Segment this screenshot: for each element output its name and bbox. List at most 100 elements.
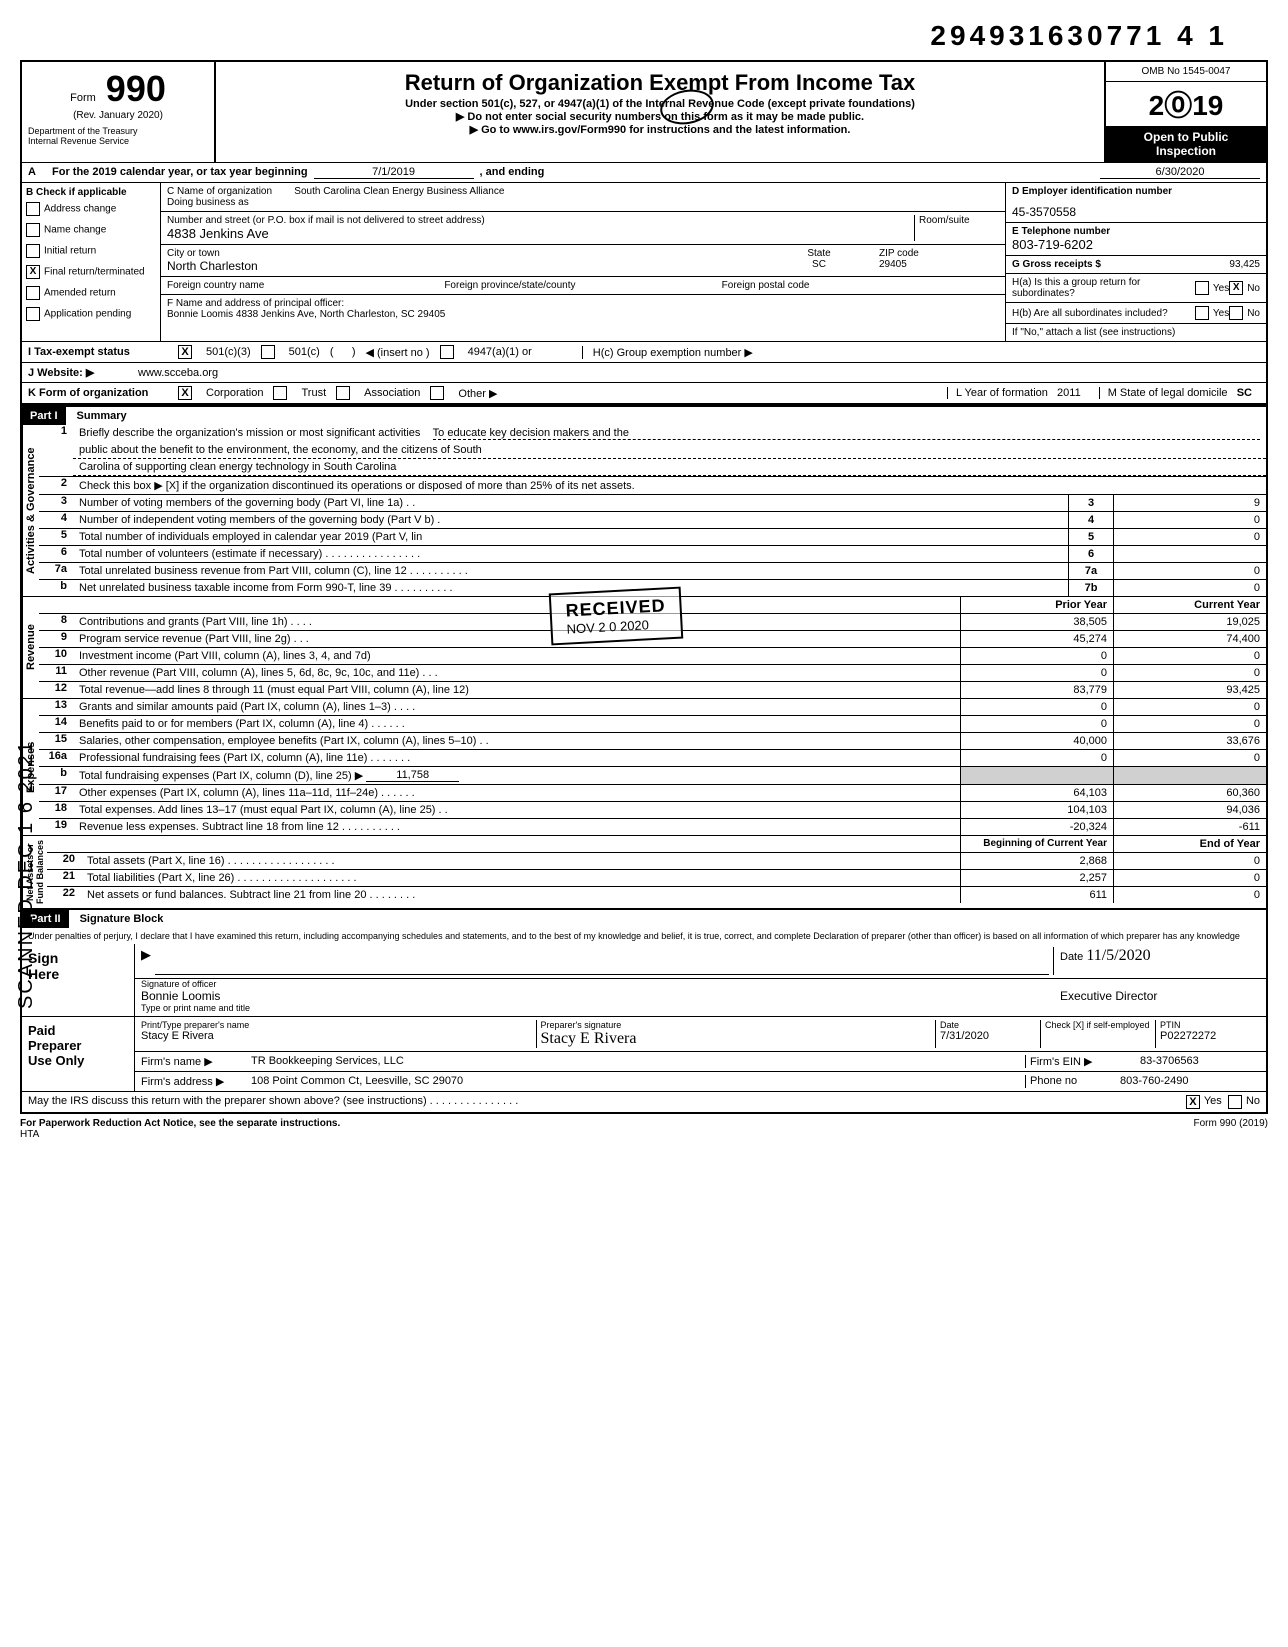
hb-note: If "No," attach a list (see instructions… [1006, 324, 1266, 341]
part-2-header-row: Part II Signature Block [20, 910, 1268, 928]
ptin-value: P02272272 [1160, 1030, 1260, 1042]
website-value: www.scceba.org [138, 367, 218, 379]
mission-value: To educate key decision makers and the [433, 427, 1260, 440]
trust-checkbox[interactable] [273, 386, 287, 400]
omb-number: OMB No 1545-0047 [1106, 62, 1266, 82]
revenue-line-12: 12Total revenue—add lines 8 through 11 (… [39, 682, 1266, 698]
mission-cont2: Carolina of supporting clean energy tech… [73, 459, 1266, 476]
form-label: Form [70, 92, 96, 104]
firm-phone-label: Phone no [1025, 1075, 1120, 1088]
discuss-yes: Yes [1204, 1095, 1222, 1109]
dba-label: Doing business as [167, 197, 999, 208]
officer-name-value: Bonnie Loomis [141, 989, 220, 1003]
expense-line-19: 19Revenue less expenses. Subtract line 1… [39, 819, 1266, 835]
phone-label: E Telephone number [1012, 226, 1260, 237]
checkbox-final-return[interactable]: XFinal return/terminated [26, 265, 156, 279]
netassets-line-22: 22Net assets or fund balances. Subtract … [47, 887, 1266, 903]
mission-cont1: public about the benefit to the environm… [73, 442, 1266, 459]
ha-yes-checkbox[interactable] [1195, 281, 1209, 295]
part-1-header-row: Part I Summary [20, 405, 1268, 425]
org-name: South Carolina Clean Energy Business All… [294, 186, 504, 197]
assoc-checkbox[interactable] [336, 386, 350, 400]
preparer-date-label: Date [940, 1020, 1040, 1030]
page-footer: For Paperwork Reduction Act Notice, see … [20, 1114, 1268, 1144]
discuss-yes-checkbox[interactable]: X [1186, 1095, 1200, 1109]
part-1-title: Summary [74, 407, 130, 425]
org-name-label: C Name of organization [167, 186, 272, 197]
501c3-checkbox[interactable]: X [178, 345, 192, 359]
zip-label: ZIP code [879, 248, 999, 259]
checkbox-amended[interactable]: Amended return [26, 286, 156, 300]
phone-value: 803-719-6202 [1012, 237, 1260, 252]
year-formation-value: 2011 [1057, 387, 1081, 399]
officer-label: F Name and address of principal officer: [167, 298, 999, 309]
checkbox-app-pending[interactable]: Application pending [26, 307, 156, 321]
room-label: Room/suite [914, 215, 999, 241]
preparer-date-value: 7/31/2020 [940, 1030, 1040, 1042]
summary-line-6: 6Total number of volunteers (estimate if… [39, 546, 1266, 563]
street-label: Number and street (or P.O. box if mail i… [167, 215, 914, 226]
zip-value: 29405 [879, 259, 999, 270]
firm-ein-label: Firm's EIN ▶ [1025, 1055, 1140, 1068]
hb-yes-checkbox[interactable] [1195, 306, 1209, 320]
revision-date: (Rev. January 2020) [28, 110, 208, 121]
firm-ein-value: 83-3706563 [1140, 1055, 1260, 1068]
row-a-tax-year: A For the 2019 calendar year, or tax yea… [20, 162, 1268, 183]
paid-preparer-label: Paid Preparer Use Only [22, 1017, 135, 1091]
gross-label: G Gross receipts $ [1012, 259, 1101, 270]
expense-line-15: 15Salaries, other compensation, employee… [39, 733, 1266, 750]
preparer-name-value: Stacy E Rivera [141, 1030, 536, 1042]
current-year-header: Current Year [1113, 597, 1266, 613]
form-header: Form 990 (Rev. January 2020) Department … [20, 60, 1268, 162]
discuss-no-checkbox[interactable] [1228, 1095, 1242, 1109]
firm-name-value: TR Bookkeeping Services, LLC [251, 1055, 1025, 1068]
end-year-header: End of Year [1113, 836, 1266, 852]
row-k-form-org: K Form of organization XCorporation Trus… [20, 383, 1268, 405]
foreign-postal-label: Foreign postal code [722, 280, 999, 291]
received-stamp: RECEIVED NOV 2 0 2020 [549, 587, 684, 646]
col-c-org-info: C Name of organization South Carolina Cl… [161, 183, 1005, 341]
checkbox-address-change[interactable]: Address change [26, 202, 156, 216]
corp-checkbox[interactable]: X [178, 386, 192, 400]
beginning-year-header: Beginning of Current Year [960, 836, 1113, 852]
form-title: Return of Organization Exempt From Incom… [222, 70, 1098, 96]
checkbox-name-change[interactable]: Name change [26, 223, 156, 237]
row-i-tax-exempt: I Tax-exempt status X501(c)(3) 501(c) ( … [20, 342, 1268, 363]
expense-line-18: 18Total expenses. Add lines 13–17 (must … [39, 802, 1266, 819]
revenue-side-label: Revenue [22, 597, 39, 698]
officer-title-label: Type or print name and title [141, 1003, 250, 1013]
state-value: SC [759, 259, 879, 270]
other-checkbox[interactable] [430, 386, 444, 400]
row-k-label: K Form of organization [28, 387, 168, 399]
row-i-label: I Tax-exempt status [28, 346, 168, 358]
tax-year-begin: 7/1/2019 [314, 166, 474, 179]
ein-value: 45-3570558 [1012, 205, 1260, 219]
summary-line-5: 5Total number of individuals employed in… [39, 529, 1266, 546]
hc-label: H(c) Group exemption number ▶ [582, 346, 753, 359]
hb-no-checkbox[interactable] [1229, 306, 1243, 320]
ptin-label: PTIN [1160, 1020, 1260, 1030]
street-value: 4838 Jenkins Ave [167, 226, 914, 241]
insert-no: ◀ (insert no ) [365, 346, 429, 359]
501c-checkbox[interactable] [261, 345, 275, 359]
checkbox-initial-return[interactable]: Initial return [26, 244, 156, 258]
governance-side-label: Activities & Governance [22, 425, 39, 596]
officer-signature-line[interactable] [155, 947, 1049, 975]
firm-phone-value: 803-760-2490 [1120, 1075, 1260, 1088]
form-number-value: 990 [106, 68, 166, 109]
summary-line-4: 4Number of independent voting members of… [39, 512, 1266, 529]
ha-no-checkbox[interactable]: X [1229, 281, 1243, 295]
year-formation-label: L Year of formation [956, 387, 1048, 399]
tax-year-end: 6/30/2020 [1100, 166, 1260, 179]
state-domicile-label: M State of legal domicile [1108, 387, 1228, 399]
form-footer-label: Form 990 (2019) [1194, 1118, 1268, 1140]
4947-checkbox[interactable] [440, 345, 454, 359]
state-label: State [759, 248, 879, 259]
foreign-country-label: Foreign country name [167, 280, 444, 291]
self-employed-label: Check [X] if self-employed [1040, 1020, 1155, 1048]
preparer-sig-value: Stacy E Rivera [541, 1030, 936, 1048]
department-label: Department of the Treasury Internal Reve… [28, 127, 208, 147]
paperwork-notice: For Paperwork Reduction Act Notice, see … [20, 1118, 340, 1129]
firm-addr-label: Firm's address ▶ [141, 1075, 251, 1088]
col-b-checkboxes: B Check if applicable Address change Nam… [22, 183, 161, 341]
